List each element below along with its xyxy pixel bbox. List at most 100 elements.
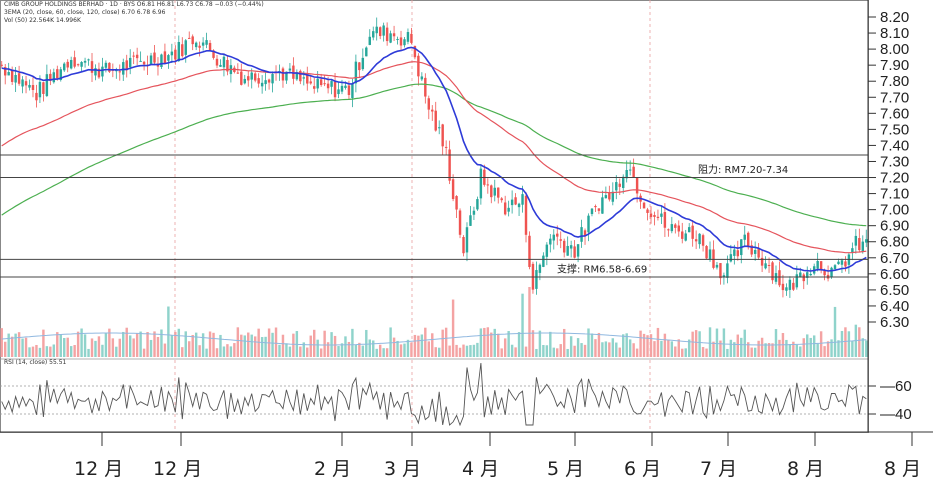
volume-bar	[156, 336, 160, 357]
volume-bar	[3, 341, 7, 357]
candle-body	[462, 237, 465, 254]
volume-ma-line	[1, 332, 867, 346]
volume-bar	[656, 327, 660, 357]
volume-bar	[94, 340, 97, 357]
volume-bar	[396, 340, 399, 357]
volume-bar	[361, 345, 365, 357]
rsi-line	[1, 362, 867, 427]
candle-body	[444, 146, 448, 148]
volume-bar	[69, 346, 73, 357]
candle-body	[340, 85, 344, 92]
volume-bar	[493, 328, 496, 357]
candle-body	[611, 191, 615, 202]
volume-bar	[97, 336, 101, 357]
volume-bar	[750, 347, 753, 357]
volume-bar	[160, 329, 163, 357]
candle-body	[448, 149, 451, 181]
candle-body	[0, 64, 3, 66]
candle-body	[431, 109, 434, 112]
candle-body	[97, 68, 101, 78]
candle-body	[253, 73, 257, 81]
candle-body	[858, 238, 861, 251]
candle-body	[792, 282, 795, 290]
volume-bar	[226, 344, 229, 357]
volume-bar	[660, 340, 663, 357]
candle-body	[806, 272, 809, 278]
volume-bar	[372, 340, 375, 357]
volume-bar	[281, 334, 285, 357]
candle-body	[236, 72, 240, 74]
candle-body	[10, 69, 14, 82]
candle-body	[649, 213, 653, 218]
volume-bar	[309, 335, 312, 357]
candle-body	[413, 45, 417, 58]
volume-bar	[760, 337, 764, 357]
candle-body	[681, 231, 684, 239]
volume-bar	[826, 341, 830, 357]
price-tick-label: 7.40	[880, 137, 909, 154]
volume-bar	[594, 339, 597, 357]
candle-body	[201, 42, 205, 46]
rsi-legend: RSI (14, close) 55.51	[4, 359, 67, 366]
volume-bar	[76, 331, 80, 357]
candle-body	[476, 199, 479, 210]
candle-body	[222, 56, 226, 68]
candle-body	[622, 176, 625, 189]
volume-bar	[538, 330, 542, 357]
volume-bar	[17, 332, 21, 357]
candle-body	[316, 78, 319, 89]
price-tick-label: 6.30	[880, 314, 909, 331]
candle-body	[635, 177, 639, 194]
volume-bar	[431, 333, 434, 357]
candle-body	[427, 98, 431, 110]
volume-bar	[677, 339, 680, 357]
volume-bar	[528, 287, 531, 357]
volume-bar	[566, 348, 569, 357]
volume-bar	[208, 331, 212, 357]
volume-bar	[181, 347, 184, 357]
volume-bar	[601, 342, 604, 357]
candle-body	[840, 260, 844, 265]
candle-body	[833, 265, 837, 269]
candle-body	[122, 62, 125, 75]
price-tick-label: 7.90	[880, 57, 909, 74]
candle-body	[330, 81, 333, 87]
ema120-line	[1, 83, 867, 227]
price-tick-label: 7.70	[880, 89, 909, 106]
candle-body	[465, 227, 469, 253]
candle-body	[455, 196, 458, 210]
candle-body	[764, 263, 767, 269]
volume-bar	[194, 332, 198, 357]
candle-body	[670, 224, 674, 232]
volume-bar	[420, 334, 424, 357]
volume-bar	[795, 344, 799, 357]
candle-body	[264, 80, 267, 85]
candle-body	[382, 25, 385, 36]
candle-body	[580, 227, 583, 242]
volume-bar	[344, 336, 347, 357]
volume-bar	[403, 343, 406, 357]
volume-bar	[42, 329, 45, 357]
candle-body	[503, 202, 507, 215]
candle-body	[837, 261, 840, 265]
candle-body	[281, 68, 285, 81]
candle-body	[403, 39, 406, 46]
volume-bar	[56, 332, 59, 357]
volume-bar	[31, 346, 35, 357]
price-tick-label: 8.10	[880, 25, 909, 42]
volume-bar	[45, 346, 49, 357]
candle-body	[257, 78, 260, 84]
volume-bar	[542, 345, 545, 357]
volume-bar	[649, 334, 653, 357]
volume-bar	[177, 328, 181, 357]
candle-body	[514, 197, 517, 205]
volume-bar	[639, 330, 642, 357]
volume-bar	[271, 332, 274, 357]
volume-bar	[715, 328, 719, 357]
volume-bar	[764, 343, 767, 357]
price-tick-label: 7.80	[880, 73, 909, 90]
volume-bar	[257, 328, 260, 357]
candle-body	[181, 44, 184, 57]
volume-bar	[233, 343, 236, 357]
candle-body	[653, 215, 656, 217]
